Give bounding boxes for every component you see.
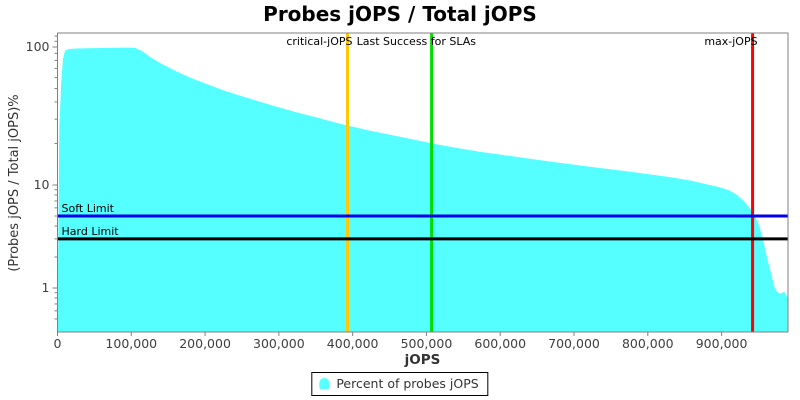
hard-limit-label: Hard Limit: [62, 225, 120, 238]
x-tick-label: 400,000: [327, 336, 379, 351]
y-tick-label: 100: [26, 39, 50, 54]
chart-title: Probes jOPS / Total jOPS: [263, 2, 537, 26]
x-tick-label: 100,000: [105, 336, 157, 351]
x-tick-label: 700,000: [548, 336, 600, 351]
plot-border: [57, 32, 789, 333]
legend-label: Percent of probes jOPS: [336, 376, 479, 391]
x-tick-label: 0: [54, 336, 62, 351]
y-tick-label: 1: [42, 280, 50, 295]
x-tick-label: 600,000: [474, 336, 526, 351]
y-axis-label: (Probes jOPS / Total jOPS)%: [7, 94, 22, 272]
x-tick-label: 900,000: [696, 336, 748, 351]
legend-swatch-icon: [319, 378, 330, 389]
x-tick-label: 500,000: [401, 336, 453, 351]
y-tick-label: 10: [34, 177, 50, 192]
x-tick-label: 300,000: [253, 336, 305, 351]
critical-jops-label: critical-jOPS: [286, 35, 352, 48]
x-tick-label: 200,000: [179, 336, 231, 351]
legend: Percent of probes jOPS: [311, 372, 489, 396]
soft-limit-label: Soft Limit: [62, 202, 115, 215]
x-axis-label: jOPS: [404, 352, 441, 368]
max-jops-label: max-jOPS: [704, 35, 757, 48]
x-tick-label: 800,000: [622, 336, 674, 351]
area-series: [57, 47, 788, 332]
last-success-label: Last Success for SLAs: [357, 35, 477, 48]
